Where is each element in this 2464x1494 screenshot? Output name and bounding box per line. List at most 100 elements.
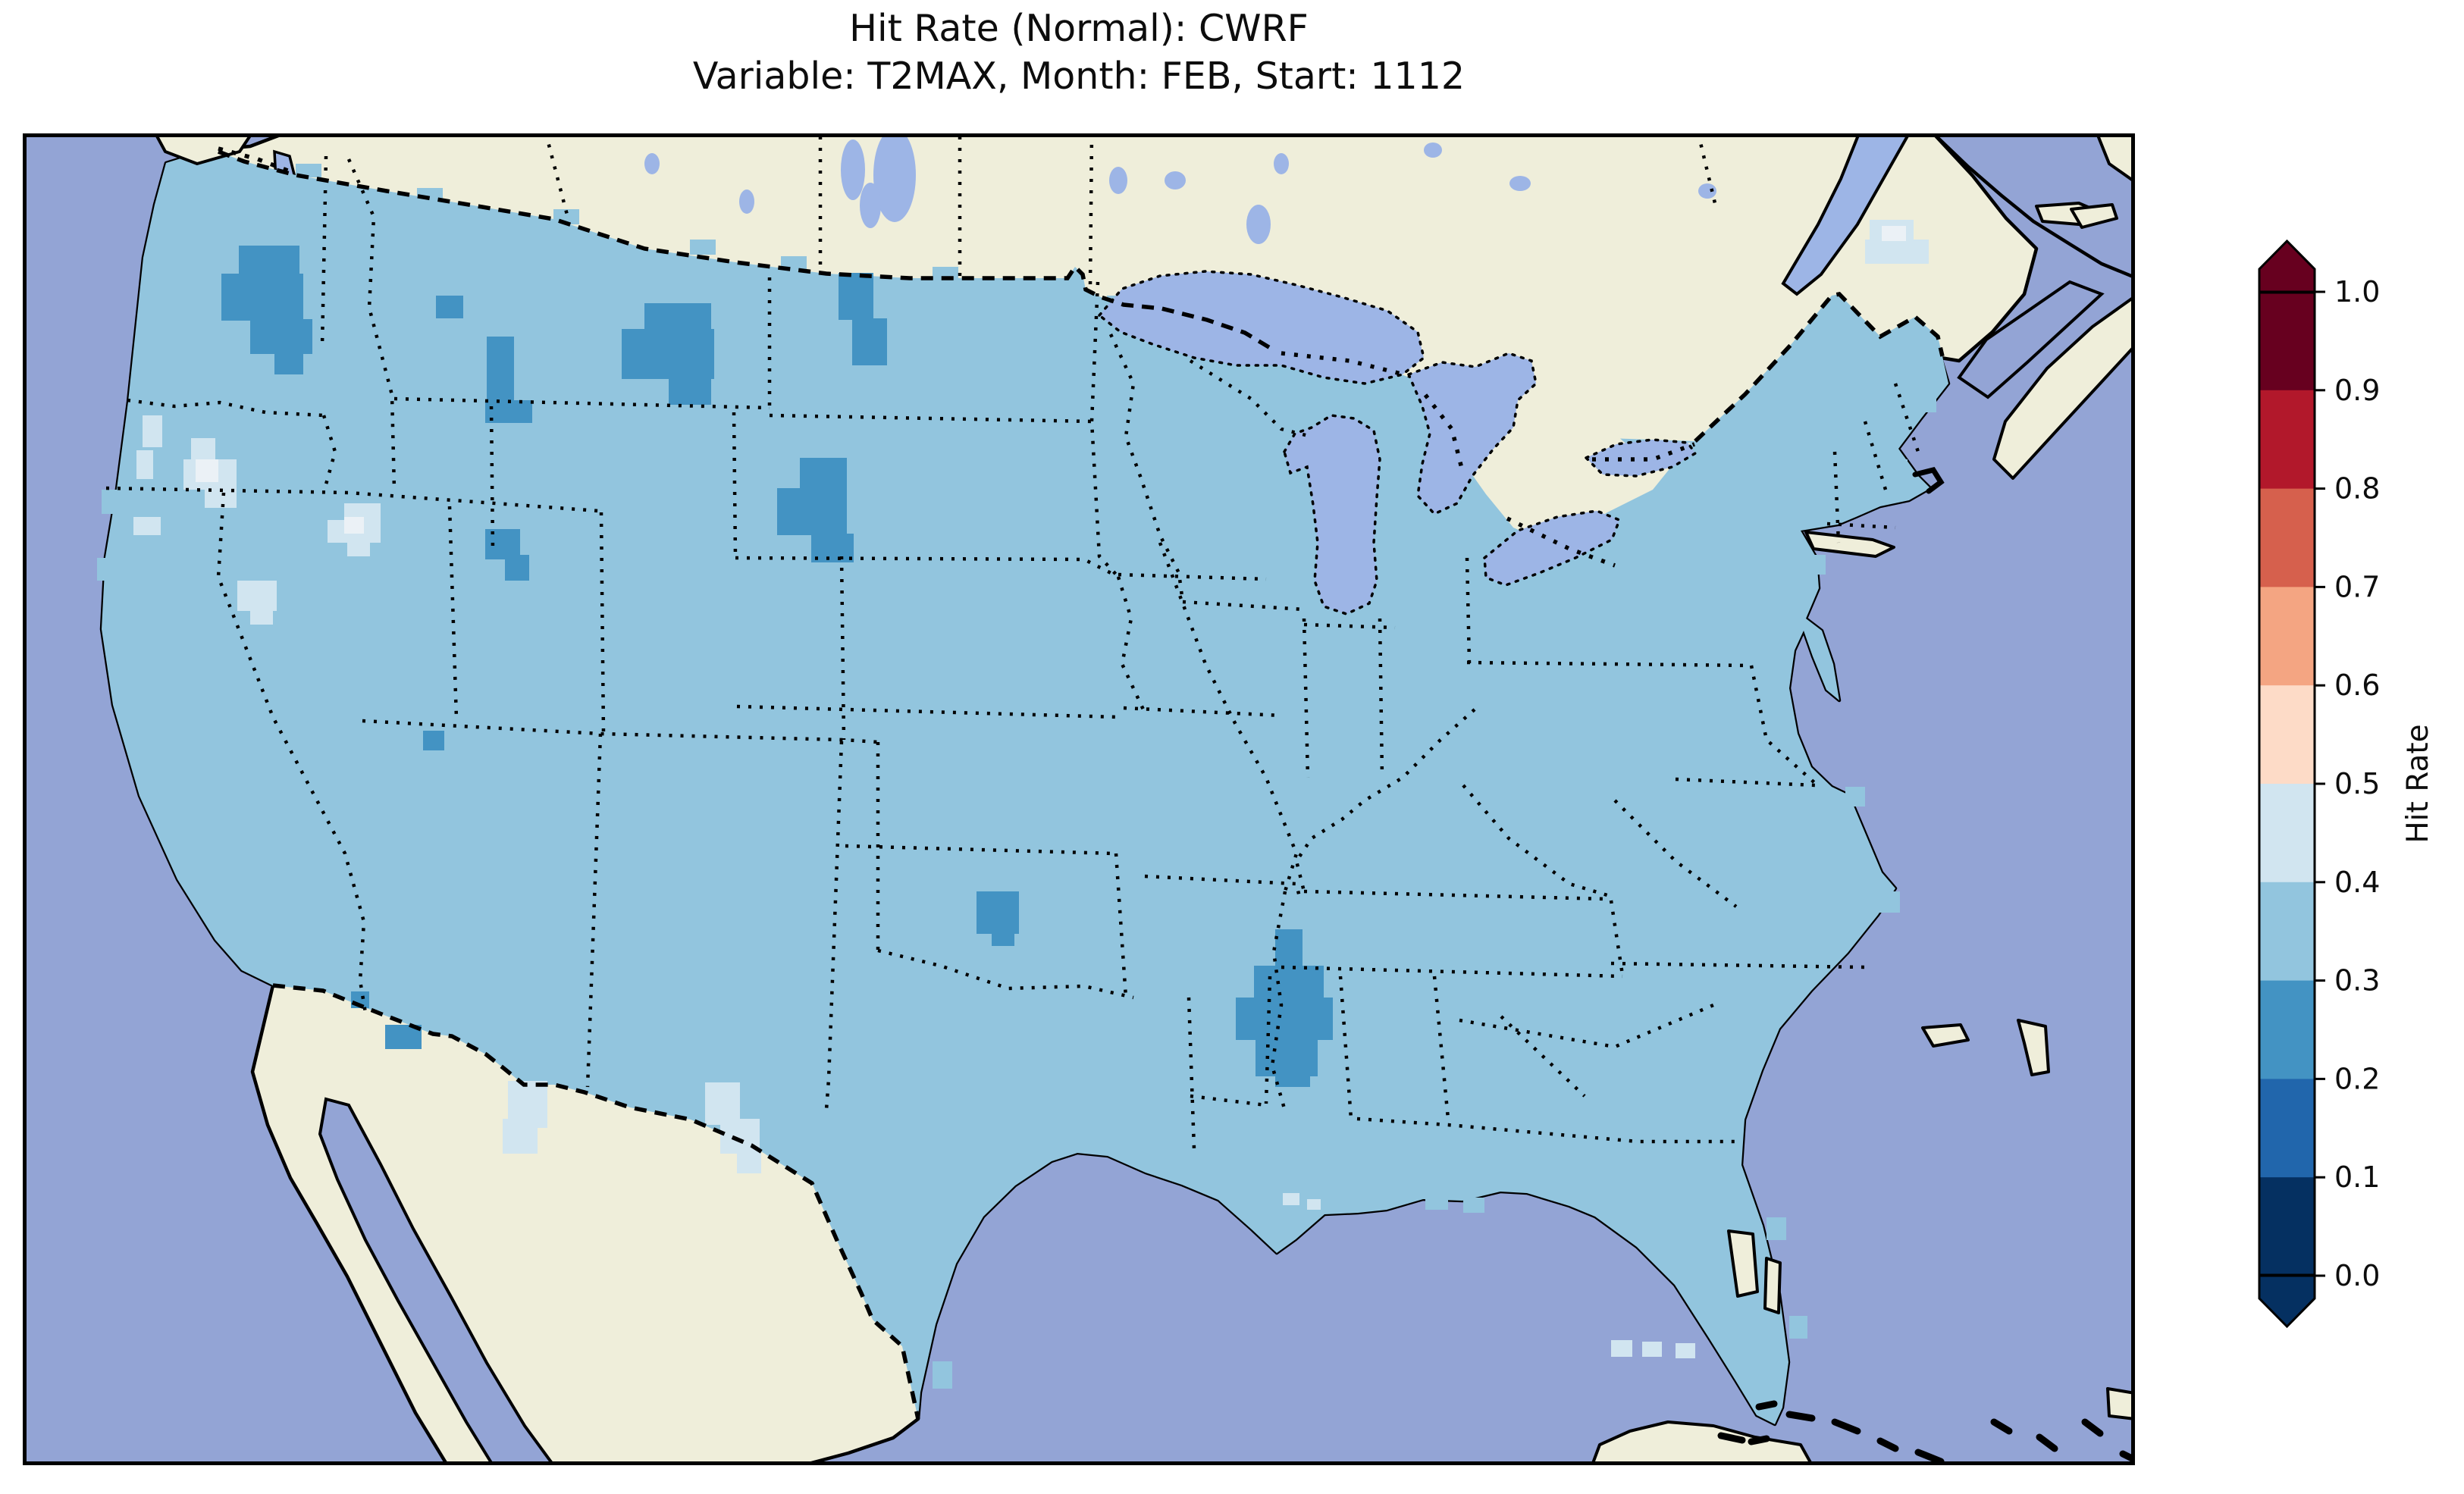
colorbar-bin-0.5-0.6 xyxy=(2259,685,2315,784)
florida-keys-icon xyxy=(1751,1439,1766,1442)
hit-rate-cell xyxy=(1865,240,1929,264)
colorbar-panel: 1.0 0.9 0.8 0.7 0.6 0.5 0.4 0.3 0.2 0.1 0.0 Hit Ra… xyxy=(2229,227,2464,1349)
hit-rate-cell xyxy=(196,459,218,482)
hit-rate-cell xyxy=(97,558,112,581)
colorbar-bin-0.9-1.0 xyxy=(2259,292,2315,390)
colorbar-tick-label: 0.9 xyxy=(2334,374,2380,407)
hit-rate-cell xyxy=(1914,391,1936,412)
colorbar-bin-0.2-0.3 xyxy=(2259,981,2315,1079)
hit-rate-cell xyxy=(1789,1316,1807,1339)
colorbar-bin-0.6-0.7 xyxy=(2259,587,2315,685)
small-lake xyxy=(1274,153,1289,174)
hit-rate-cell xyxy=(503,1119,538,1154)
hit-rate-cell xyxy=(274,352,303,374)
hit-rate-cell xyxy=(777,488,847,535)
caribbean-island xyxy=(2108,1389,2135,1419)
colorbar-tick-label: 0.2 xyxy=(2334,1062,2380,1095)
small-lake xyxy=(739,189,754,214)
hit-rate-cell xyxy=(1879,891,1900,913)
hit-rate-cell xyxy=(1766,1217,1786,1240)
hit-rate-cell xyxy=(143,415,162,447)
hit-rate-cell xyxy=(1676,1343,1695,1358)
hit-rate-cell xyxy=(436,296,463,318)
colorbar-tick-label: 1.0 xyxy=(2334,275,2380,309)
colorbar-bin-0.4-0.5 xyxy=(2259,784,2315,882)
colorbar-ticks: 1.0 0.9 0.8 0.7 0.6 0.5 0.4 0.3 0.2 0.1 0.0 xyxy=(2315,275,2380,1292)
hit-rate-cell xyxy=(852,318,887,365)
hit-rate-cell xyxy=(1275,929,1303,972)
hit-rate-cell xyxy=(1283,1193,1299,1205)
hit-rate-cell xyxy=(705,1082,740,1125)
hit-rate-cell xyxy=(102,490,118,514)
hit-rate-cell xyxy=(1845,787,1865,807)
hit-rate-cell xyxy=(839,273,873,320)
colorbar-tick-label: 0.3 xyxy=(2334,964,2380,998)
hit-rate-cell xyxy=(1611,1340,1632,1357)
hit-rate-cell xyxy=(690,240,716,255)
hit-rate-cell xyxy=(250,319,312,354)
colorbar-bin-0.1-0.2 xyxy=(2259,1079,2315,1177)
hit-rate-cell xyxy=(1304,384,1324,403)
hit-rate-cell xyxy=(1806,555,1826,575)
colorbar-bin-0.7-0.8 xyxy=(2259,489,2315,587)
colorbar-tick-label: 0.4 xyxy=(2334,866,2380,899)
hit-rate-cell xyxy=(800,458,847,493)
hit-rate-cell xyxy=(992,926,1014,946)
hit-rate-cell xyxy=(136,450,153,479)
hit-rate-cell xyxy=(933,1361,952,1389)
hit-rate-cell xyxy=(133,517,161,535)
figure-title: Hit Rate (Normal): CWRF Variable: T2MAX,… xyxy=(23,5,2135,100)
colorbar-bin-0.8-0.9 xyxy=(2259,390,2315,489)
colorbar-tick-label: 0.0 xyxy=(2334,1259,2380,1292)
colorbar-tick-label: 0.6 xyxy=(2334,669,2380,702)
colorbar-axis-label: Hit Rate xyxy=(2401,724,2435,843)
colorbar-tick-label: 0.7 xyxy=(2334,570,2380,603)
map-panel xyxy=(23,133,2135,1465)
lake-manitoba xyxy=(860,183,881,228)
colorbar-arrow-over xyxy=(2259,241,2315,293)
small-lake xyxy=(1509,176,1531,191)
small-lake xyxy=(644,153,660,174)
hit-rate-cell xyxy=(1236,998,1333,1040)
hit-rate-cell xyxy=(347,541,370,556)
hit-rate-cell xyxy=(168,162,191,185)
hit-rate-cell xyxy=(1882,226,1906,241)
hit-rate-cell xyxy=(1425,1193,1448,1210)
hit-rate-cell xyxy=(914,1286,936,1316)
title-line-1: Hit Rate (Normal): CWRF xyxy=(23,5,2135,52)
lake-of-the-woods xyxy=(1109,167,1127,194)
cay-icon xyxy=(1759,1404,1774,1407)
colorbar-bins xyxy=(2259,292,2315,1276)
small-lake xyxy=(1165,171,1186,189)
hit-rate-cell xyxy=(737,1151,761,1173)
hit-rate-cell xyxy=(191,438,215,462)
hit-rate-cell xyxy=(221,274,303,321)
hit-rate-cell xyxy=(622,329,714,379)
hit-rate-cell xyxy=(344,517,364,534)
colorbar-tick-label: 0.5 xyxy=(2334,767,2380,800)
florida-keys-icon xyxy=(1721,1436,1742,1440)
lake-winnipegosis xyxy=(841,139,865,200)
hit-rate-cell xyxy=(1642,1342,1662,1357)
colorbar-arrow-under xyxy=(2259,1275,2315,1326)
hit-rate-cell xyxy=(250,606,273,625)
hit-rate-cell xyxy=(923,1232,946,1266)
colorbar-tick-label: 0.8 xyxy=(2334,472,2380,506)
colorbar-bin-0.3-0.4 xyxy=(2259,882,2315,981)
eleuthera-island xyxy=(1765,1258,1780,1313)
title-line-2: Variable: T2MAX, Month: FEB, Start: 1112 xyxy=(23,52,2135,100)
hit-rate-cell xyxy=(1307,1199,1321,1210)
small-lake xyxy=(1424,143,1442,158)
colorbar-bin-0.0-0.1 xyxy=(2259,1177,2315,1276)
hit-rate-cell xyxy=(239,246,299,277)
hit-rate-cell xyxy=(1888,459,1908,479)
hit-rate-cell xyxy=(669,377,711,405)
hit-rate-cell xyxy=(505,555,529,581)
hit-rate-cell xyxy=(1463,1198,1484,1213)
cay-icon xyxy=(1789,1414,1812,1418)
colorbar-canvas: 1.0 0.9 0.8 0.7 0.6 0.5 0.4 0.3 0.2 0.1 0.0 Hit Ra… xyxy=(2229,227,2464,1349)
hit-rate-cell xyxy=(1275,1067,1310,1087)
lake-nipigon xyxy=(1246,205,1271,244)
map-canvas xyxy=(23,133,2135,1465)
colorbar-tick-label: 0.1 xyxy=(2334,1160,2380,1194)
